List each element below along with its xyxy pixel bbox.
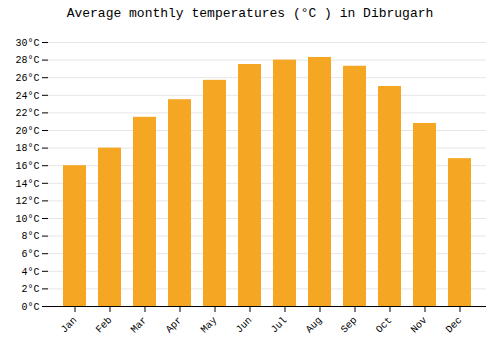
svg-text:Jul: Jul	[269, 315, 290, 336]
svg-text:May: May	[199, 315, 220, 336]
svg-text:Jun: Jun	[234, 315, 255, 336]
svg-text:Apr: Apr	[164, 315, 185, 336]
svg-text:Jan: Jan	[59, 315, 80, 336]
html-text:Average monthly temperatures (: Average monthly temperatures (°C ) in Di…	[66, 6, 434, 21]
svg-text:Mar: Mar	[129, 315, 150, 336]
svg-text:Oct: Oct	[374, 315, 395, 336]
svg-text:28°C: 28°C	[15, 55, 39, 66]
svg-text:20°C: 20°C	[15, 126, 39, 137]
svg-text:30°C: 30°C	[15, 38, 39, 49]
svg-text:4°C: 4°C	[21, 267, 39, 278]
svg-text:Dec: Dec	[444, 315, 465, 336]
svg-text:Feb: Feb	[94, 315, 115, 336]
svg-text:Aug: Aug	[304, 315, 325, 336]
svg-text:Nov: Nov	[409, 315, 430, 336]
svg-text:14°C: 14°C	[15, 179, 39, 190]
svg-text:2°C: 2°C	[21, 284, 39, 295]
svg-text:12°C: 12°C	[15, 196, 39, 207]
svg-text:24°C: 24°C	[15, 91, 39, 102]
svg-text:10°C: 10°C	[15, 214, 39, 225]
svg-text:8°C: 8°C	[21, 231, 39, 242]
svg-text:22°C: 22°C	[15, 108, 39, 119]
svg-text:6°C: 6°C	[21, 249, 39, 260]
svg-text:0°C: 0°C	[21, 302, 39, 313]
svg-text:Sep: Sep	[339, 315, 360, 336]
svg-text:26°C: 26°C	[15, 73, 39, 84]
svg-text:16°C: 16°C	[15, 161, 39, 172]
svg-text:18°C: 18°C	[15, 143, 39, 154]
